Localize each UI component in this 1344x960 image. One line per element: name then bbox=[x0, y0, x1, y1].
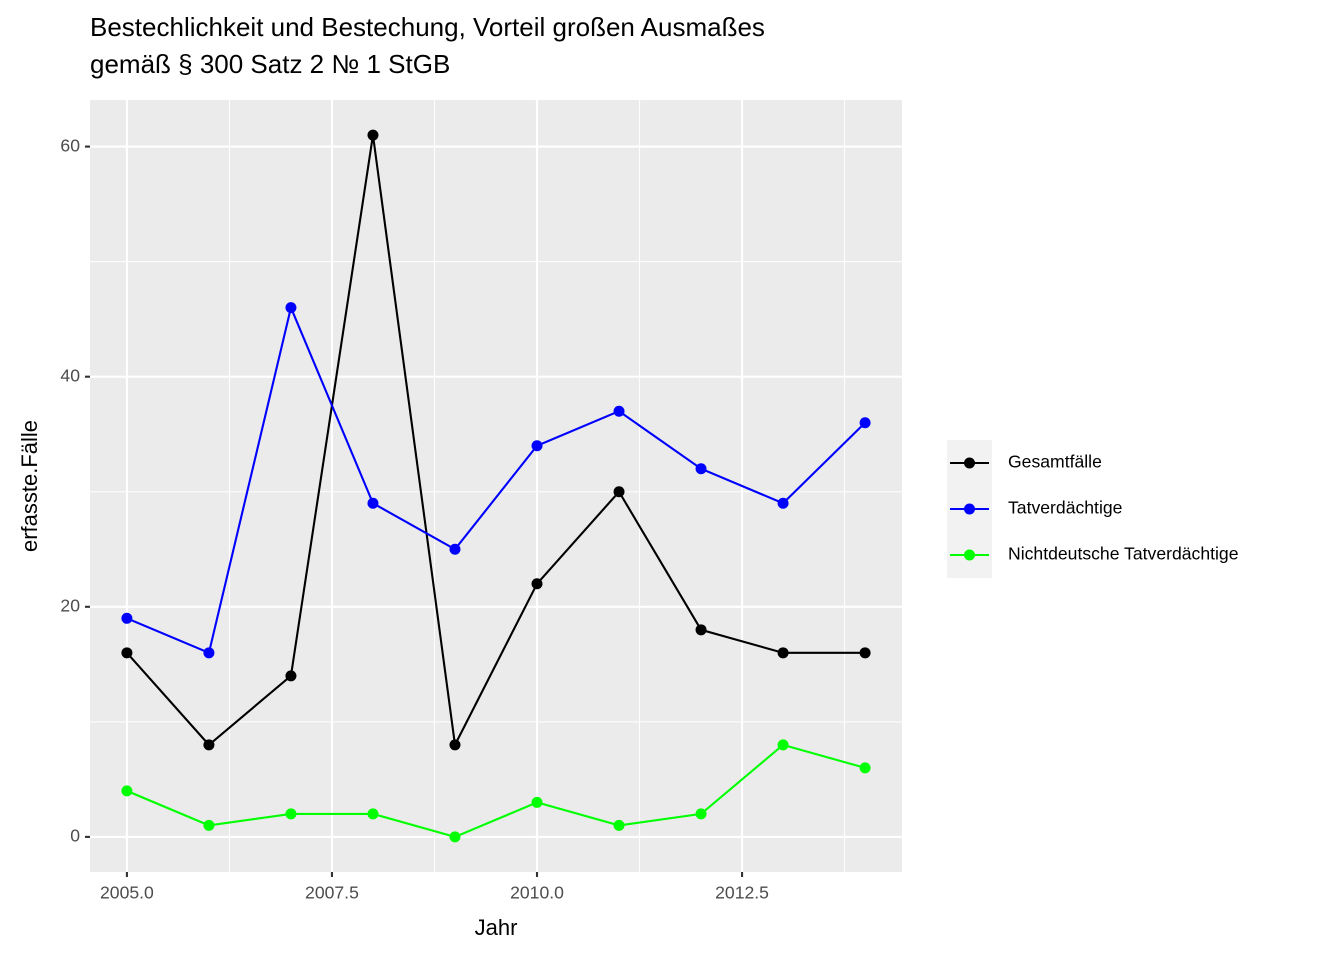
point bbox=[449, 739, 461, 751]
point bbox=[859, 762, 871, 774]
series-line bbox=[126, 304, 866, 655]
point bbox=[695, 808, 707, 820]
point bbox=[285, 302, 297, 314]
point bbox=[367, 129, 379, 141]
y-axis-title: erfasste.Fälle bbox=[17, 420, 42, 552]
y-tick-label: 60 bbox=[60, 135, 80, 155]
point bbox=[449, 543, 461, 555]
point bbox=[777, 497, 789, 509]
x-tick-label: 2007.5 bbox=[305, 883, 359, 903]
point bbox=[531, 578, 543, 590]
y-tick-label: 40 bbox=[60, 365, 80, 385]
series-line bbox=[126, 134, 866, 749]
y-tick-label: 20 bbox=[60, 595, 80, 615]
chart-title: Bestechlichkeit und Bestechung, Vorteil … bbox=[90, 12, 765, 42]
point bbox=[203, 739, 215, 751]
point bbox=[121, 612, 133, 624]
point bbox=[203, 647, 215, 659]
chart-title: gemäß § 300 Satz 2 № 1 StGB bbox=[90, 49, 450, 79]
x-tick-label: 2010.0 bbox=[510, 883, 564, 903]
point bbox=[613, 405, 625, 417]
point bbox=[859, 417, 871, 429]
point bbox=[367, 497, 379, 509]
panel bbox=[90, 100, 902, 872]
point bbox=[777, 739, 789, 751]
point bbox=[285, 808, 297, 820]
x-tick-label: 2012.5 bbox=[715, 883, 769, 903]
legend-label: Nichtdeutsche Tatverdächtige bbox=[1008, 544, 1239, 564]
point bbox=[285, 670, 297, 682]
point bbox=[613, 819, 625, 831]
point bbox=[695, 463, 707, 475]
y-tick-label: 0 bbox=[70, 826, 80, 846]
point bbox=[777, 647, 789, 659]
legend-label: Gesamtfälle bbox=[1008, 452, 1102, 472]
point bbox=[531, 440, 543, 452]
legend-key-point bbox=[964, 503, 975, 515]
x-axis-title: Jahr bbox=[475, 915, 518, 940]
point bbox=[531, 796, 543, 808]
point bbox=[367, 808, 379, 820]
point bbox=[121, 647, 133, 659]
point bbox=[203, 819, 215, 831]
legend-key-point bbox=[964, 457, 975, 469]
legend-label: Tatverdächtige bbox=[1008, 498, 1122, 518]
x-tick-label: 2005.0 bbox=[100, 883, 154, 903]
point bbox=[613, 486, 625, 498]
legend-key-point bbox=[964, 549, 975, 561]
point bbox=[121, 785, 133, 797]
point bbox=[695, 624, 707, 636]
series-line bbox=[126, 743, 866, 839]
point bbox=[449, 831, 461, 843]
point bbox=[859, 647, 871, 659]
